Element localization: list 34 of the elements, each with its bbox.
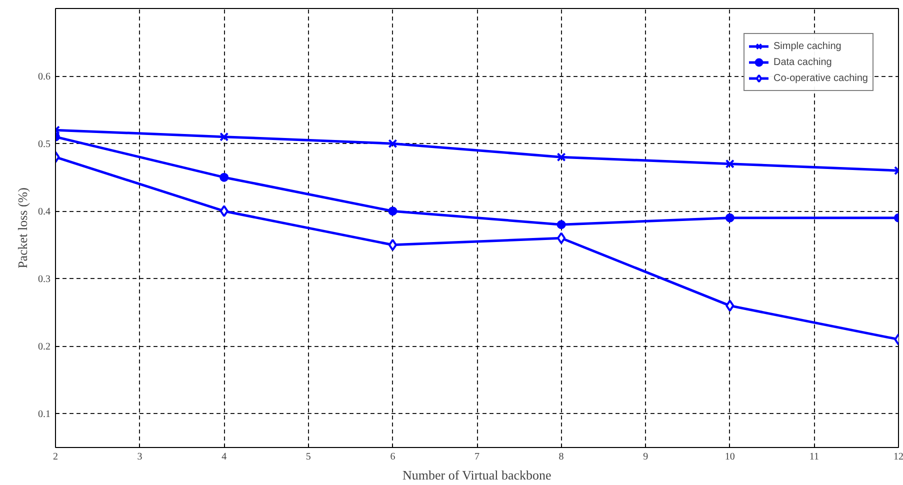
- legend-label: Data caching: [774, 56, 832, 70]
- point: [556, 232, 566, 244]
- x-tick-label: 5: [306, 452, 311, 462]
- point: [726, 300, 734, 312]
- x-tick-label: 6: [390, 452, 396, 462]
- y-tick-label: 0.1: [38, 409, 50, 420]
- y-tick-label: 0.3: [38, 274, 50, 286]
- x-tick-label: 7: [474, 452, 480, 462]
- x-axis-title: Number of Virtual backbone: [402, 468, 552, 482]
- point: [220, 132, 229, 142]
- x-tick-label: 10: [724, 452, 735, 462]
- legend-label: Co-operative caching: [774, 72, 868, 86]
- point: [388, 238, 398, 251]
- point: [388, 206, 398, 216]
- x-tick-label: 3: [137, 452, 142, 462]
- y-axis-title: Packet loss (%): [15, 188, 30, 268]
- x-tick-label: 2: [53, 452, 58, 462]
- point: [556, 152, 566, 162]
- legend-label: Simple caching: [774, 40, 842, 54]
- y-tick-label: 0.4: [38, 206, 50, 218]
- y-tick-label: 0.6: [38, 72, 50, 83]
- point: [220, 172, 229, 182]
- point: [220, 205, 228, 218]
- x-tick-label: 8: [558, 452, 564, 462]
- x-tick-label: 11: [809, 452, 820, 462]
- point: [556, 220, 566, 230]
- y-tick-label: 0.2: [38, 342, 50, 353]
- x-tick-label: 12: [894, 452, 903, 462]
- y-tick-label: 0.5: [38, 139, 50, 150]
- point: [388, 139, 398, 148]
- x-tick-label: 9: [643, 452, 648, 462]
- point: [725, 213, 734, 222]
- x-tick-label: 4: [222, 452, 227, 462]
- point: [725, 159, 734, 168]
